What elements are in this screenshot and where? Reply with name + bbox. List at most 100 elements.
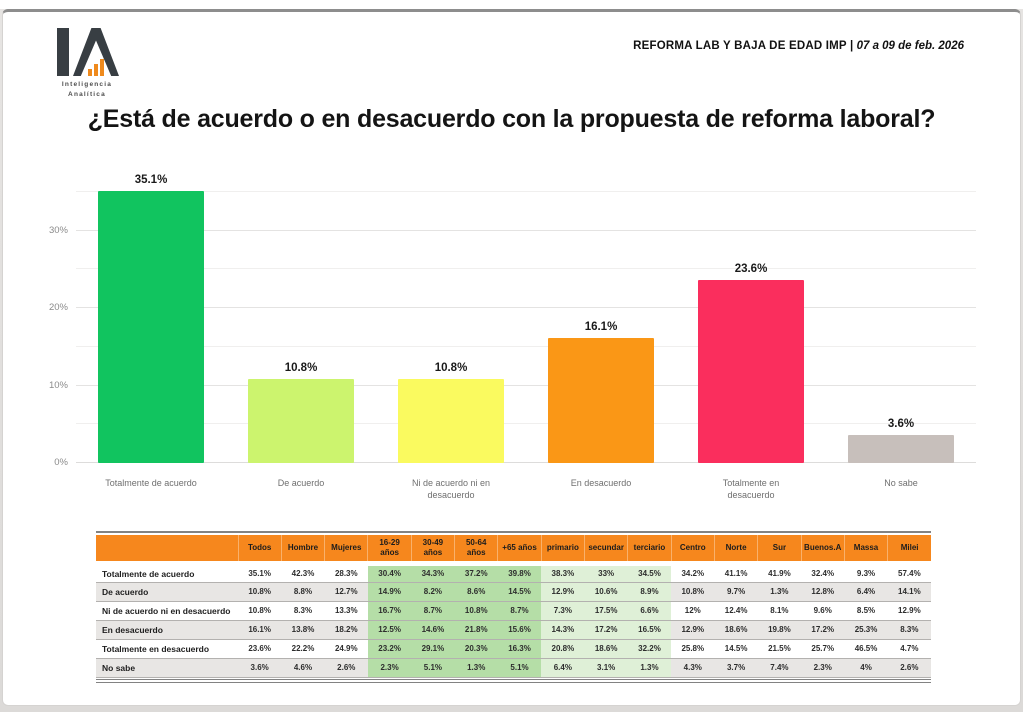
table-cell: 12.7% <box>324 582 368 602</box>
bar-3 <box>548 338 654 463</box>
bar-4 <box>698 280 804 463</box>
column-header-centro: Centro <box>670 535 715 566</box>
table-cell: 5.1% <box>497 658 542 678</box>
gridline-major <box>76 384 976 386</box>
bar-value-label: 10.8% <box>434 362 468 375</box>
row-label: De acuerdo <box>96 582 238 602</box>
table-cell: 17.2% <box>801 620 845 640</box>
bar-slot: 35.1% <box>76 174 226 463</box>
table-cell: 41.1% <box>714 563 758 583</box>
table-cell: 39.8% <box>497 563 542 583</box>
bar-value-label: 16.1% <box>584 321 618 334</box>
table-cell: 28.3% <box>324 563 368 583</box>
table-cell: 2.6% <box>324 658 368 678</box>
column-header-secundar: secundar <box>583 535 628 566</box>
table-cell: 8.5% <box>844 601 888 621</box>
logo-subtitle: Inteligencia Analítica <box>55 80 119 100</box>
table-cell: 2.3% <box>801 658 845 678</box>
table-cell: 32.2% <box>627 639 672 659</box>
table-cell: 16.5% <box>627 620 672 640</box>
bar-slot: 23.6% <box>676 184 826 463</box>
table-cell: 6.4% <box>844 582 888 602</box>
table-cell: 25.7% <box>801 639 845 659</box>
table-cell: 17.2% <box>584 620 628 640</box>
table-cell: 4% <box>844 658 888 678</box>
logo-subtitle-line1: Inteligencia <box>61 81 113 88</box>
table-cell: 16.7% <box>367 601 412 621</box>
table-cell: 8.7% <box>497 601 542 621</box>
table-cell: 1.3% <box>757 582 802 602</box>
table-cell: 10.8% <box>238 582 282 602</box>
table-cell: 15.6% <box>497 620 542 640</box>
bar-value-label: 23.6% <box>734 263 768 276</box>
table-cell: 8.1% <box>757 601 802 621</box>
table-cell: 18.6% <box>714 620 758 640</box>
logo-barchart-icon <box>88 59 104 76</box>
table-cell: 38.3% <box>541 563 585 583</box>
table-cell: 12% <box>671 601 715 621</box>
table-cell: 14.5% <box>497 582 542 602</box>
table-cell: 19.8% <box>757 620 802 640</box>
table-cell: 16.1% <box>238 620 282 640</box>
table-cell: 25.8% <box>671 639 715 659</box>
company-logo: Inteligencia Analítica <box>55 28 135 100</box>
y-axis-tick: 10% <box>48 379 68 391</box>
table-cell: 23.2% <box>367 639 412 659</box>
table-cell: 21.5% <box>757 639 802 659</box>
table-row: Ni de acuerdo ni en desacuerdo 10.8% 8.3% 1… <box>96 601 931 621</box>
table-cell: 4.3% <box>671 658 715 678</box>
bars-container: 35.1% 10.8% 10.8% 16.1% 23.6% 3.6% <box>76 174 976 463</box>
table-cell: 12.4% <box>714 601 758 621</box>
table-cell: 20.8% <box>541 639 585 659</box>
table-cell: 34.2% <box>671 563 715 583</box>
table-cell: 41.9% <box>757 563 802 583</box>
bar-5 <box>848 435 954 463</box>
table-cell: 14.3% <box>541 620 585 640</box>
bar-value-label: 10.8% <box>284 362 318 375</box>
table-header: Todos Hombre Mujeres 16-29 años 30-49 años 50… <box>96 535 931 566</box>
row-label: Ni de acuerdo ni en desacuerdo <box>96 601 238 621</box>
y-axis-tick: 20% <box>48 302 68 313</box>
gridline-minor <box>76 345 976 347</box>
table-cell: 34.5% <box>627 563 672 583</box>
table-cell: 57.4% <box>887 563 931 583</box>
x-axis-category-label: De acuerdo <box>277 478 325 488</box>
table-row: En desacuerdo 16.1% 13.8% 18.2% 12.5% 14.6% 21… <box>96 620 931 640</box>
table-cell: 3.6% <box>238 658 282 678</box>
table-cell: 9.6% <box>801 601 845 621</box>
table-row: No sabe 3.6% 4.6% 2.6% 2.3% 5.1% 1.3% 5.1% 6.4% 3… <box>96 658 931 678</box>
column-header-norte: Norte <box>713 535 758 566</box>
bar-slot: 10.8% <box>376 184 526 463</box>
gridline-minor <box>76 190 976 192</box>
page-title: ¿Está de acuerdo o en desacuerdo con la … <box>87 105 936 133</box>
table-cell: 4.7% <box>887 639 931 659</box>
table-cell: 7.3% <box>541 601 585 621</box>
table-cell: 13.3% <box>324 601 368 621</box>
bar-slot: 16.1% <box>526 184 676 463</box>
table-cell: 24.9% <box>324 639 368 659</box>
table-row: De acuerdo 10.8% 8.8% 12.7% 14.9% 8.2% 8.6% 14.… <box>96 582 931 602</box>
row-label: En desacuerdo <box>96 620 238 640</box>
table-cell: 10.6% <box>584 582 628 602</box>
table-cell: 2.6% <box>887 658 931 678</box>
table-cell: 12.9% <box>541 582 585 602</box>
table-cell: 10.8% <box>671 582 715 602</box>
table-cell: 1.3% <box>454 658 498 678</box>
bar-1 <box>248 379 354 463</box>
table-cell: 6.4% <box>541 658 585 678</box>
column-header-primario: primario <box>540 535 585 566</box>
table-cell: 32.4% <box>801 563 845 583</box>
table-cell: 6.6% <box>627 601 672 621</box>
column-header-50-64-a-os: 50-64 años <box>454 535 498 566</box>
column-header-terciario: terciario <box>627 535 672 566</box>
table-cell: 10.8% <box>454 601 498 621</box>
table-cell: 5.1% <box>411 658 455 678</box>
crosstab-table-wrap: Todos Hombre Mujeres 16-29 años 30-49 años 50… <box>96 531 931 683</box>
table-cell: 8.8% <box>281 582 325 602</box>
gridline-major <box>76 462 976 463</box>
row-label: Totalmente de acuerdo <box>96 563 238 583</box>
column-header-empty <box>96 535 238 566</box>
table-cell: 12.8% <box>801 582 845 602</box>
table-cell: 1.3% <box>627 658 672 678</box>
column-header-sur: Sur <box>757 535 802 566</box>
